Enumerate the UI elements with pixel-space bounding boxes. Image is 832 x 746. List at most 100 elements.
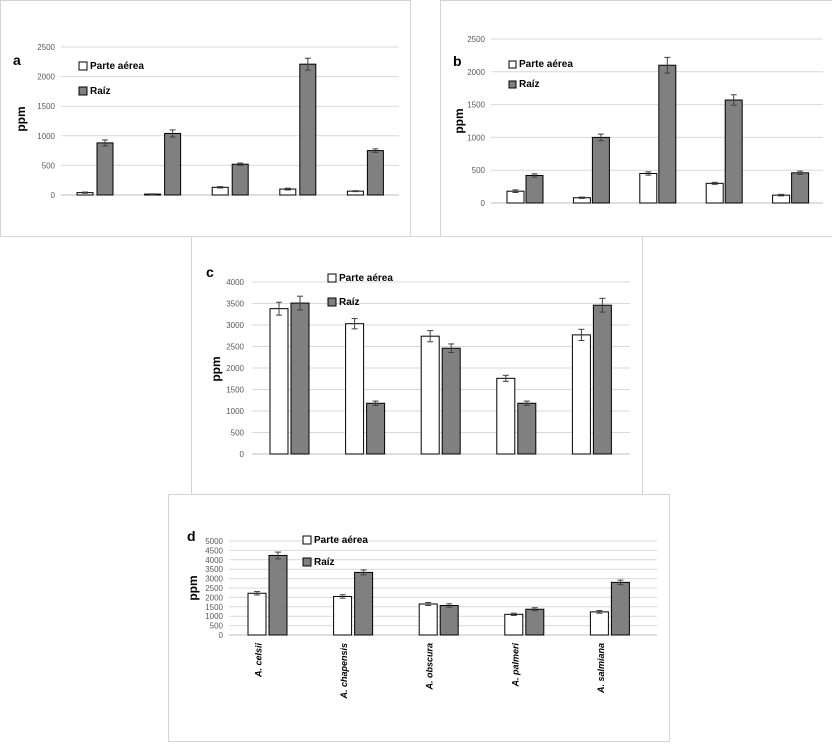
chart-c-ytick-label: 3500 [226,300,244,309]
chart-c-legend-swatch-root [327,297,337,307]
chart-b-legend-label-root: Raíz [519,79,540,90]
chart-panel-c: 0 500 1000 1500 2000 2500 3000 3500 4000 c ppm Part… [191,236,643,495]
chart-a-legend-label-shoot: Parte aérea [90,61,144,72]
chart-a-ylabel: ppm [14,106,28,131]
chart-c-bar-shoot [496,377,516,455]
chart-d-bar-shoot [333,595,353,636]
chart-c-bar-shoot [345,323,365,455]
chart-c-panel-letter: c [206,264,214,280]
chart-panel-d: 0 500 1000 1500 2000 2500 3000 3500 4000 4500 5000… [168,494,670,742]
chart-d-category-label: A. chapensis [339,643,349,700]
chart-a-bar-root [164,132,182,196]
chart-d-bar-shoot [504,613,524,636]
chart-c-ylabel: ppm [209,356,223,381]
chart-d-ytick-label: 2000 [205,593,223,602]
chart-d-ytick-label: 1000 [205,612,223,621]
chart-b-bar-root [525,174,544,204]
chart-d-ytick-label: 2500 [205,584,223,593]
chart-b-bar-root [658,64,677,204]
chart-d-ytick-label: 3000 [205,575,223,584]
chart-d-legend-label-shoot: Parte aérea [314,535,368,546]
chart-b-ylabel: ppm [452,108,466,133]
chart-d-bar-root [525,608,545,636]
chart-d-bar-root [268,554,288,636]
chart-c-ytick-label: 500 [231,429,245,438]
chart-a-bar-root [366,150,384,196]
chart-a-legend-swatch-root [78,86,88,96]
chart-b-legend-label-shoot: Parte aérea [519,59,573,70]
chart-panel-a: 0 500 1000 1500 2000 2500 a ppm Parte aérea Raíz [0,0,411,237]
chart-d-category-label: A. celsii [254,643,264,679]
chart-c-bar-shoot [420,335,440,455]
chart-d-legend-swatch-root [302,557,312,567]
chart-b-bar-root [724,99,743,204]
chart-c-ytick-label: 4000 [226,278,244,287]
chart-c-svg: 0 500 1000 1500 2000 2500 3000 3500 4000 c ppm Part… [206,264,630,459]
chart-a-ytick-label: 2500 [37,43,55,52]
chart-c-bar-shoot [571,334,591,455]
chart-c-legend-swatch-shoot [327,273,337,283]
chart-d-bar-shoot [589,611,609,636]
chart-a-ytick-label: 500 [42,161,56,170]
chart-a-legend-label-root: Raíz [90,86,111,97]
chart-c-ytick-label: 3000 [226,321,244,330]
chart-d-legend-swatch-shoot [302,535,312,545]
chart-b-ytick-label: 2500 [467,35,485,44]
chart-b-legend-swatch-shoot [508,60,517,69]
chart-a-panel-letter: a [13,52,21,68]
chart-b-bar-root [791,172,810,204]
chart-a-svg: 0 500 1000 1500 2000 2500 a ppm Parte aérea Raíz [13,43,399,200]
chart-b-legend-swatch-root [508,80,517,89]
chart-b-bar-shoot [639,172,658,204]
chart-d-ytick-label: 0 [219,631,224,640]
chart-a-ytick-label: 2000 [37,73,55,82]
chart-c-bar-root [517,402,537,455]
chart-d-ytick-label: 5000 [205,537,223,546]
chart-d-bar-root [439,604,459,636]
chart-d-bar-root [610,581,630,636]
chart-d-bar-root [354,571,374,636]
chart-c-legend-label-shoot: Parte aérea [339,273,393,284]
chart-c-legend-label-root: Raíz [339,297,360,308]
chart-a-ytick-label: 1500 [37,102,55,111]
chart-c-bar-root [366,402,386,455]
chart-d-ytick-label: 4500 [205,546,223,555]
chart-b-panel-letter: b [453,53,462,69]
chart-c-ytick-label: 1500 [226,386,244,395]
chart-a-bar-root [231,163,249,196]
chart-c-bar-root [592,304,612,455]
chart-d-category-label: A. obscura [425,643,435,691]
chart-a-bar-root [299,63,317,196]
chart-c-bar-root [441,347,461,455]
chart-c-ytick-label: 1000 [226,407,244,416]
chart-a-bar-root [96,142,114,196]
chart-d-ylabel: ppm [186,575,200,600]
chart-c-ytick-label: 0 [240,450,245,459]
chart-c-ytick-label: 2500 [226,343,244,352]
chart-d-ytick-label: 1500 [205,603,223,612]
chart-d-ytick-label: 500 [210,622,224,631]
chart-b-bar-root [591,136,610,204]
chart-d-svg: 0500100015002000250030003500400045005000… [186,528,657,700]
chart-panel-b: 0 500 1000 1500 2000 2500 b ppm Parte aérea Raíz [440,0,832,237]
chart-d-ytick-label: 3500 [205,565,223,574]
chart-d-bar-shoot [418,603,438,636]
chart-d-legend-label-root: Raíz [314,557,335,568]
chart-a-ytick-label: 0 [51,191,56,200]
chart-c-bar-shoot [269,308,289,455]
chart-b-bar-shoot [705,182,724,204]
chart-a-ytick-label: 1000 [37,132,55,141]
chart-a-legend-swatch-shoot [78,61,88,71]
chart-b-ytick-label: 1000 [467,133,485,142]
chart-b-ytick-label: 1500 [467,101,485,110]
chart-b-ytick-label: 500 [472,166,486,175]
chart-d-ytick-label: 4000 [205,556,223,565]
chart-b-svg: 0 500 1000 1500 2000 2500 b ppm Parte aérea Raíz [452,35,823,208]
chart-b-ytick-label: 2000 [467,68,485,77]
chart-d-category-label: A. salmiana [596,643,606,694]
chart-c-ytick-label: 2000 [226,364,244,373]
chart-d-category-label: A. palmeri [510,643,520,688]
chart-c-bar-root [290,302,310,455]
chart-b-ytick-label: 0 [481,199,486,208]
chart-d-bar-shoot [247,592,267,636]
